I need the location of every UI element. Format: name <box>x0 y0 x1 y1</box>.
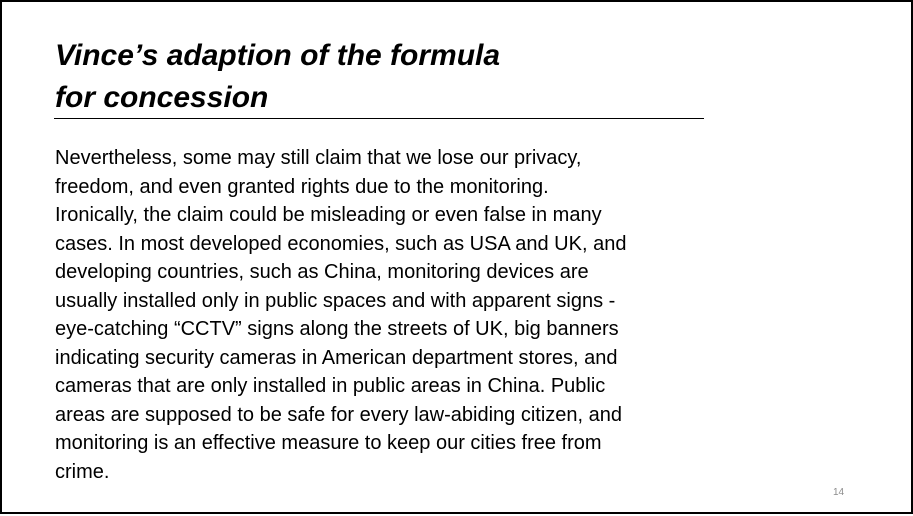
page-number: 14 <box>833 487 845 498</box>
slide-title-line: for concession <box>55 81 269 114</box>
slide-body-text: Nevertheless, some may still claim that … <box>55 144 626 486</box>
slide-title: Vince’s adaption of the formula for conc… <box>55 35 500 119</box>
body-line: areas are supposed to be safe for every … <box>55 403 623 426</box>
body-line: Nevertheless, some may still claim that … <box>55 147 582 169</box>
body-line: monitoring is an effective measure to ke… <box>55 432 602 454</box>
slide-title-line: Vince’s adaption of the formula <box>55 39 501 72</box>
body-line: Ironically, the claim could be misleadin… <box>55 204 602 226</box>
body-line: cases. In most developed economies, such… <box>55 232 627 255</box>
body-line: eye-catching “CCTV” signs along the stre… <box>55 318 619 340</box>
body-line: crime. <box>55 460 110 483</box>
body-line: freedom, and even granted rights due to … <box>55 175 549 198</box>
body-line: indicating security cameras in American … <box>55 346 618 369</box>
body-line: developing countries, such as China, mon… <box>55 261 589 283</box>
body-line: cameras that are only installed in publi… <box>55 375 606 397</box>
title-divider <box>54 118 704 119</box>
body-line: usually installed only in public spaces … <box>55 289 616 312</box>
